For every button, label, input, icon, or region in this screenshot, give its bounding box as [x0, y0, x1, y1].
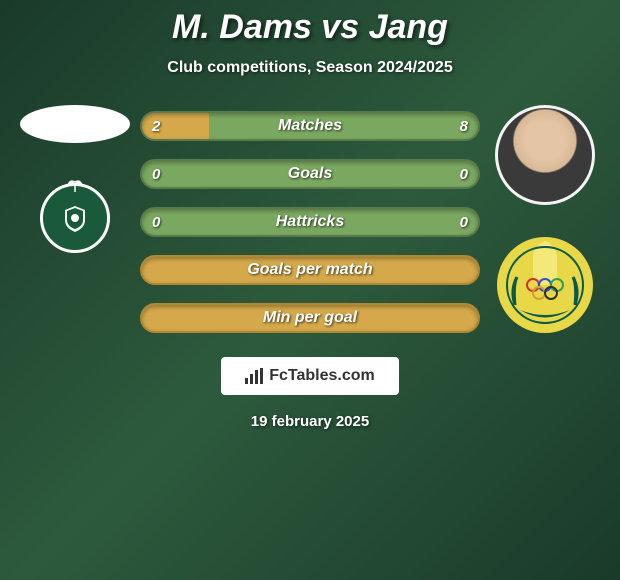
- stat-row-matches: 2 Matches 8: [140, 111, 480, 141]
- stat-right-value: 0: [460, 214, 468, 231]
- page-title: M. Dams vs Jang: [172, 8, 448, 47]
- stat-label: Min per goal: [263, 309, 357, 327]
- palm-icon: [66, 178, 84, 201]
- player-right-avatar: [495, 105, 595, 205]
- stat-row-gpm: Goals per match: [140, 255, 480, 285]
- stat-label: Hattricks: [276, 213, 344, 231]
- stat-right-value: 0: [460, 166, 468, 183]
- stat-row-hattricks: 0 Hattricks 0: [140, 207, 480, 237]
- stat-label: Goals per match: [247, 261, 372, 279]
- date-label: 19 february 2025: [251, 413, 369, 430]
- stats-column: 2 Matches 8 0 Goals 0 0 Hattricks 0 Goal…: [140, 105, 480, 333]
- stat-right-value: 8: [460, 118, 468, 135]
- badge-text: FcTables.com: [269, 367, 375, 385]
- stat-left-value: 0: [152, 214, 160, 231]
- club-left-badge: [30, 173, 120, 263]
- stat-label: Goals: [288, 165, 332, 183]
- stat-left-value: 2: [152, 118, 160, 135]
- season-subtitle: Club competitions, Season 2024/2025: [167, 59, 452, 77]
- player-right-column: [490, 105, 600, 335]
- stat-row-mpg: Min per goal: [140, 303, 480, 333]
- stat-label: Matches: [278, 117, 342, 135]
- chart-icon: [245, 368, 263, 384]
- stat-row-goals: 0 Goals 0: [140, 159, 480, 189]
- club-right-badge: [495, 235, 595, 335]
- player-left-avatar: [20, 105, 130, 143]
- shield-icon: [55, 198, 95, 238]
- player-left-column: [20, 105, 130, 263]
- stat-left-value: 0: [152, 166, 160, 183]
- fctables-badge: FcTables.com: [221, 357, 399, 395]
